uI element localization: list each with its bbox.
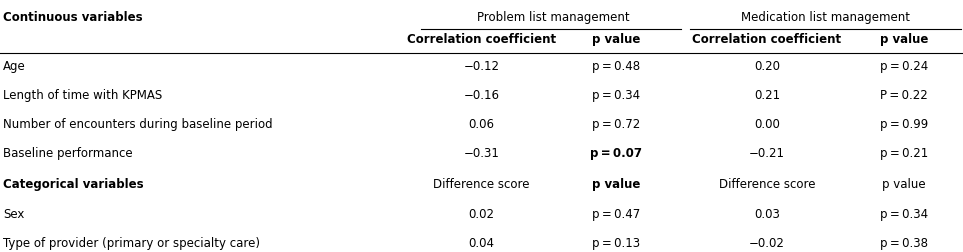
Text: p value: p value <box>880 33 928 46</box>
Text: 0.06: 0.06 <box>469 118 494 132</box>
Text: p = 0.13: p = 0.13 <box>592 237 640 250</box>
Text: p = 0.07: p = 0.07 <box>590 147 642 161</box>
Text: −0.16: −0.16 <box>463 89 500 103</box>
Text: p = 0.34: p = 0.34 <box>880 208 928 221</box>
Text: Correlation coefficient: Correlation coefficient <box>692 33 842 46</box>
Text: P = 0.22: P = 0.22 <box>880 89 928 103</box>
Text: Age: Age <box>3 60 26 74</box>
Text: p = 0.21: p = 0.21 <box>880 147 928 161</box>
Text: Length of time with KPMAS: Length of time with KPMAS <box>3 89 162 103</box>
Text: 0.21: 0.21 <box>754 89 780 103</box>
Text: p = 0.34: p = 0.34 <box>592 89 640 103</box>
Text: Correlation coefficient: Correlation coefficient <box>407 33 556 46</box>
Text: Problem list management: Problem list management <box>478 11 630 24</box>
Text: p = 0.24: p = 0.24 <box>880 60 928 74</box>
Text: Sex: Sex <box>3 208 24 221</box>
Text: −0.21: −0.21 <box>749 147 785 161</box>
Text: p value: p value <box>882 178 926 191</box>
Text: p = 0.99: p = 0.99 <box>880 118 928 132</box>
Text: 0.02: 0.02 <box>469 208 494 221</box>
Text: p value: p value <box>592 33 640 46</box>
Text: p value: p value <box>592 178 640 191</box>
Text: p = 0.72: p = 0.72 <box>592 118 640 132</box>
Text: −0.02: −0.02 <box>749 237 785 250</box>
Text: Categorical variables: Categorical variables <box>3 178 143 191</box>
Text: Difference score: Difference score <box>718 178 816 191</box>
Text: −0.31: −0.31 <box>463 147 500 161</box>
Text: 0.04: 0.04 <box>469 237 494 250</box>
Text: Type of provider (primary or specialty care): Type of provider (primary or specialty c… <box>3 237 260 250</box>
Text: Baseline performance: Baseline performance <box>3 147 133 161</box>
Text: Number of encounters during baseline period: Number of encounters during baseline per… <box>3 118 273 132</box>
Text: 0.03: 0.03 <box>754 208 780 221</box>
Text: Medication list management: Medication list management <box>742 11 910 24</box>
Text: 0.00: 0.00 <box>754 118 780 132</box>
Text: p = 0.47: p = 0.47 <box>592 208 640 221</box>
Text: Continuous variables: Continuous variables <box>3 11 143 24</box>
Text: p = 0.48: p = 0.48 <box>592 60 640 74</box>
Text: −0.12: −0.12 <box>463 60 500 74</box>
Text: p = 0.38: p = 0.38 <box>880 237 928 250</box>
Text: 0.20: 0.20 <box>754 60 780 74</box>
Text: Difference score: Difference score <box>433 178 530 191</box>
